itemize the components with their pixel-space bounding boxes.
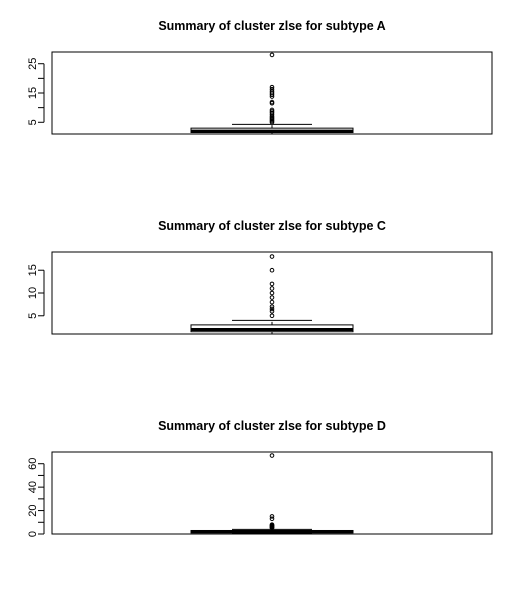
outlier-point bbox=[269, 522, 275, 527]
plot-frame bbox=[51, 251, 493, 335]
y-tick-label: 15 bbox=[27, 264, 39, 276]
outlier-point bbox=[269, 306, 275, 312]
outlier-point bbox=[269, 84, 275, 90]
chart-title: Summary of cluster zlse for subtype C bbox=[158, 219, 386, 233]
panel-subtype-c: Summary of cluster zlse for subtype C 5 1… bbox=[27, 219, 493, 335]
outlier-point bbox=[269, 453, 275, 458]
outlier-point bbox=[269, 281, 275, 287]
y-tick-label: 20 bbox=[27, 504, 39, 516]
outlier-point bbox=[269, 290, 275, 296]
y-tick-label: 10 bbox=[27, 287, 39, 299]
y-tick-label: 60 bbox=[27, 458, 39, 470]
y-axis: 5 15 25 bbox=[27, 58, 45, 125]
plot-frame bbox=[51, 451, 493, 535]
outlier-point bbox=[269, 286, 275, 291]
chart-title: Summary of cluster zlse for subtype A bbox=[158, 19, 385, 33]
outlier-point bbox=[269, 267, 275, 273]
y-tick-label: 5 bbox=[27, 119, 39, 125]
outlier-point bbox=[269, 107, 275, 113]
outlier-point bbox=[269, 99, 275, 105]
y-tick-label: 0 bbox=[27, 531, 39, 537]
outlier-point bbox=[269, 304, 275, 309]
outlier-point bbox=[269, 109, 275, 114]
y-tick-label: 15 bbox=[27, 87, 39, 99]
y-tick-label: 5 bbox=[27, 313, 39, 319]
boxplot bbox=[190, 52, 354, 135]
panel-subtype-a: Summary of cluster zlse for subtype A 5 1… bbox=[27, 19, 493, 135]
outlier-point bbox=[269, 299, 275, 305]
y-axis: 0 20 40 60 bbox=[27, 458, 45, 537]
chart-title: Summary of cluster zlse for subtype D bbox=[158, 419, 386, 433]
y-axis: 5 10 15 bbox=[27, 264, 45, 319]
outlier-point bbox=[269, 254, 275, 259]
outlier-point bbox=[269, 516, 275, 522]
y-tick-label: 40 bbox=[27, 481, 39, 493]
outlier-point bbox=[269, 295, 275, 300]
outlier-point bbox=[269, 52, 275, 58]
panel-subtype-d: Summary of cluster zlse for subtype D 0 2… bbox=[27, 419, 493, 537]
outlier-point bbox=[269, 110, 275, 116]
boxplot bbox=[190, 254, 354, 335]
boxplot bbox=[190, 453, 354, 534]
outlier-point bbox=[269, 313, 275, 319]
outlier-point bbox=[269, 86, 275, 92]
outlier-point bbox=[269, 308, 275, 314]
y-tick-label: 25 bbox=[27, 58, 39, 70]
outlier-point bbox=[269, 514, 275, 519]
